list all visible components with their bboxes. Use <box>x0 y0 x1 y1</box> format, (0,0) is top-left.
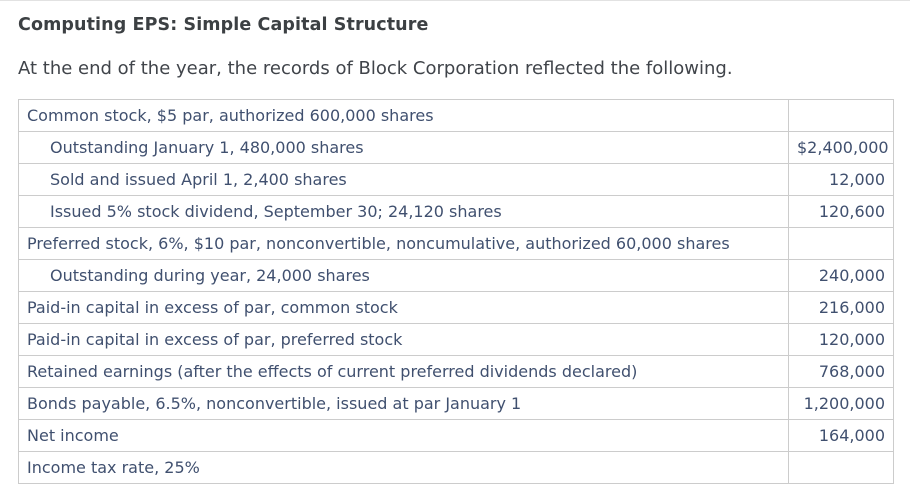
table-row: Bonds payable, 6.5%, nonconvertible, iss… <box>18 387 894 420</box>
table-row: Common stock, $5 par, authorized 600,000… <box>18 99 894 132</box>
row-label-cell: Common stock, $5 par, authorized 600,000… <box>18 99 789 132</box>
table-row: Sold and issued April 1, 2,400 shares 12… <box>18 163 894 196</box>
row-label-cell: Retained earnings (after the effects of … <box>18 355 789 388</box>
problem-page: Computing EPS: Simple Capital Structure … <box>0 14 910 484</box>
row-label-cell: Issued 5% stock dividend, September 30; … <box>18 195 789 228</box>
row-value-cell: 240,000 <box>788 259 894 292</box>
row-value-cell: 120,600 <box>788 195 894 228</box>
row-label-cell: Net income <box>18 419 789 452</box>
row-value-cell: $2,400,000 <box>788 131 894 164</box>
table-row: Outstanding during year, 24,000 shares 2… <box>18 259 894 292</box>
table-row: Income tax rate, 25% <box>18 451 894 484</box>
row-value-cell <box>788 99 894 132</box>
row-label-cell: Sold and issued April 1, 2,400 shares <box>18 163 789 196</box>
row-label-cell: Income tax rate, 25% <box>18 451 789 484</box>
row-value-cell: 216,000 <box>788 291 894 324</box>
intro-text: At the end of the year, the records of B… <box>18 58 733 79</box>
table-row: Retained earnings (after the effects of … <box>18 355 894 388</box>
row-value-cell: 12,000 <box>788 163 894 196</box>
table-row: Issued 5% stock dividend, September 30; … <box>18 195 894 228</box>
row-value-cell <box>788 227 894 260</box>
row-value-cell: 1,200,000 <box>788 387 894 420</box>
table-row: Outstanding January 1, 480,000 shares $2… <box>18 131 894 164</box>
row-label-cell: Outstanding during year, 24,000 shares <box>18 259 789 292</box>
row-value-cell: 120,000 <box>788 323 894 356</box>
table-row: Paid-in capital in excess of par, prefer… <box>18 323 894 356</box>
row-value-cell: 768,000 <box>788 355 894 388</box>
row-label-cell: Paid-in capital in excess of par, prefer… <box>18 323 789 356</box>
row-value-cell: 164,000 <box>788 419 894 452</box>
row-label-cell: Preferred stock, 6%, $10 par, nonconvert… <box>18 227 789 260</box>
row-value-cell <box>788 451 894 484</box>
records-table: Common stock, $5 par, authorized 600,000… <box>18 99 894 484</box>
records-table-body: Common stock, $5 par, authorized 600,000… <box>18 99 894 484</box>
row-label-cell: Bonds payable, 6.5%, nonconvertible, iss… <box>18 387 789 420</box>
row-label-cell: Outstanding January 1, 480,000 shares <box>18 131 789 164</box>
table-row: Paid-in capital in excess of par, common… <box>18 291 894 324</box>
row-label-cell: Paid-in capital in excess of par, common… <box>18 291 789 324</box>
page-title: Computing EPS: Simple Capital Structure <box>18 15 429 35</box>
table-row: Preferred stock, 6%, $10 par, nonconvert… <box>18 227 894 260</box>
table-row: Net income 164,000 <box>18 419 894 452</box>
